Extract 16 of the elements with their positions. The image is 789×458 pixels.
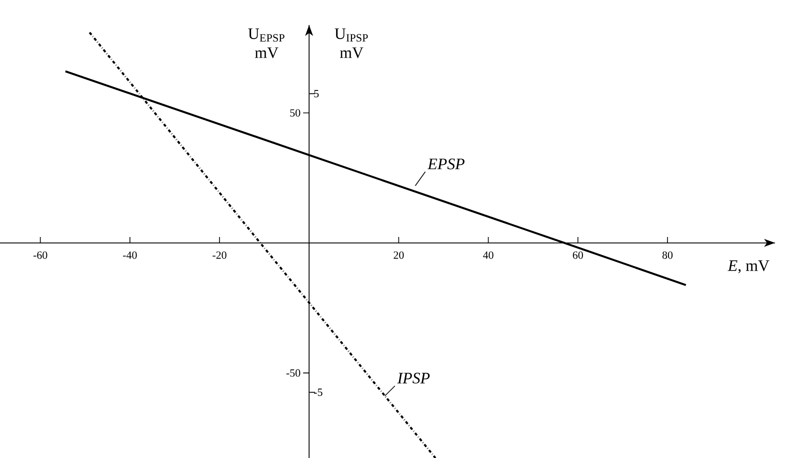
x-tick-label: 20 <box>394 251 404 259</box>
y-axis-title: U$_{EPSP}$ mV <box>248 28 284 58</box>
annotation: EPSP <box>427 158 464 170</box>
x-tick-label: -20 <box>212 251 226 259</box>
annotation: IPSP <box>397 372 430 384</box>
x-tick-label: -40 <box>123 251 137 259</box>
y-tick-label: 50 <box>290 109 300 117</box>
y2-axis-title: U$_{IPSP}$ mV <box>334 28 368 58</box>
x-tick-label: 80 <box>662 251 673 259</box>
x-axis-title: E, mV <box>728 260 770 274</box>
x-tick-label: 60 <box>572 251 583 259</box>
y-tick-label: -50 <box>286 369 300 377</box>
x-tick-label: -60 <box>33 251 48 259</box>
y2-tick-label: -5 <box>314 388 322 396</box>
y2-tick-label: 5 <box>314 90 319 98</box>
x-tick-label: 40 <box>483 251 494 259</box>
